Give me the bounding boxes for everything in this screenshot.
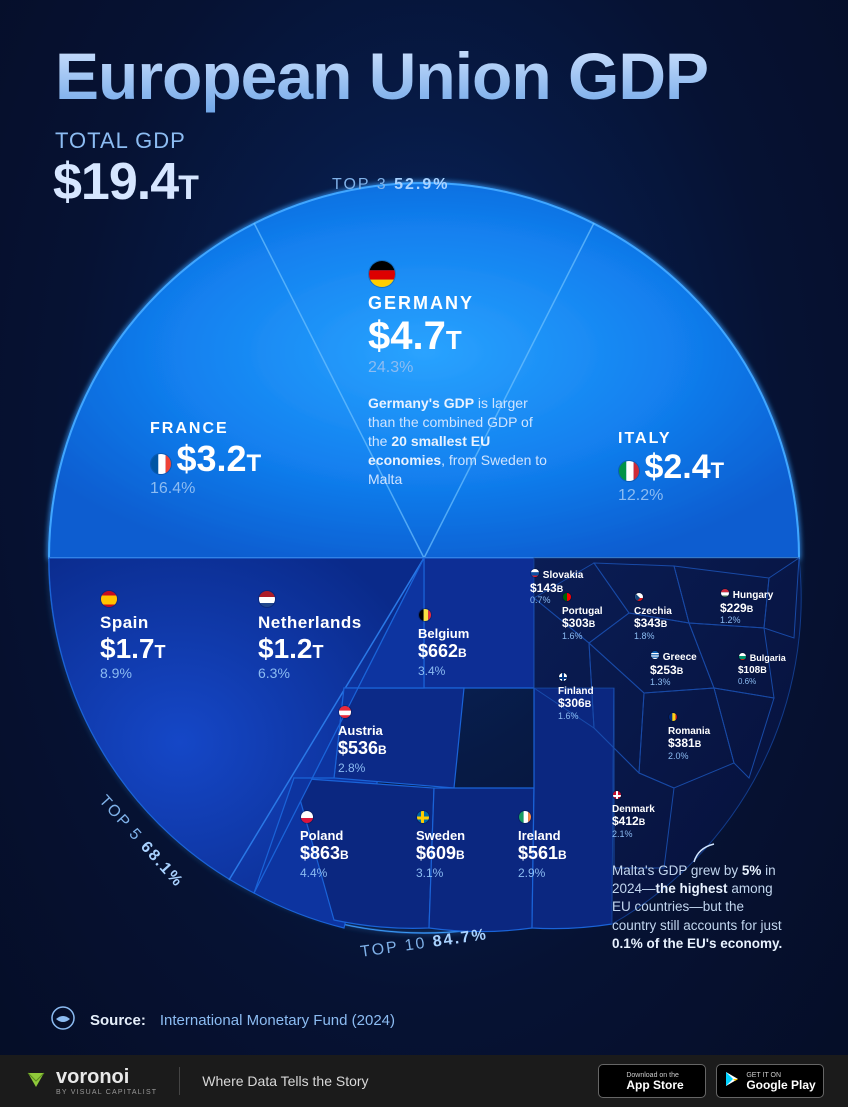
germany-note: Germany's GDP is larger than the combine…: [368, 394, 548, 488]
total-gdp-label: TOTAL GDP: [55, 128, 186, 154]
segment-france: FRANCE $3.2T 16.4%: [150, 420, 261, 498]
segment-hungary: Hungary $229B 1.2%: [720, 588, 773, 627]
malta-note: Malta's GDP grew by 5% in 2024—the highe…: [612, 862, 787, 953]
segment-ireland: Ireland $561B 2.9%: [518, 810, 567, 880]
flag-netherlands-icon: [258, 590, 276, 608]
segment-spain: Spain $1.7T 8.9%: [100, 590, 166, 683]
flag-greece-icon: [650, 650, 660, 660]
segment-italy: ITALY $2.4T 12.2%: [618, 430, 724, 505]
segment-sweden: Sweden $609B 3.1%: [416, 810, 465, 880]
arc-top3-label: TOP 3 52.9%: [332, 176, 449, 194]
segment-austria: Austria $536B 2.8%: [338, 705, 387, 775]
flag-spain-icon: [100, 590, 118, 608]
segment-belgium: Belgium $662B 3.4%: [418, 608, 469, 678]
footer-tagline: Where Data Tells the Story: [202, 1073, 368, 1089]
brand-block: voronoi BY VISUAL CAPITALIST: [24, 1066, 157, 1096]
flag-poland-icon: [300, 810, 314, 824]
footer-divider: [179, 1067, 180, 1095]
callout-arrow-icon: [690, 842, 720, 866]
page-title: European Union GDP: [55, 38, 708, 114]
segment-finland: Finland $306B 1.6%: [558, 672, 594, 722]
flag-romania-icon: [668, 712, 678, 722]
segment-bulgaria: Bulgaria $108B 0.6%: [738, 652, 786, 688]
flag-hungary-icon: [720, 588, 730, 598]
flag-sweden-icon: [416, 810, 430, 824]
flag-czechia-icon: [634, 592, 644, 602]
segment-greece: Greece $253B 1.3%: [650, 650, 697, 689]
flag-germany-icon: [368, 260, 396, 288]
flag-slovakia-icon: [530, 568, 540, 578]
segment-netherlands: Netherlands $1.2T 6.3%: [258, 590, 362, 683]
segment-romania: Romania $381B 2.0%: [668, 712, 710, 762]
flag-austria-icon: [338, 705, 352, 719]
flag-finland-icon: [558, 672, 568, 682]
flag-bulgaria-icon: [738, 652, 747, 661]
flag-belgium-icon: [418, 608, 432, 622]
flag-portugal-icon: [562, 592, 572, 602]
segment-denmark: Denmark $412B 2.1%: [612, 790, 655, 840]
segment-germany: GERMANY $4.7T 24.3%: [368, 260, 474, 377]
source-logo-icon: [50, 1005, 76, 1035]
app-store-badge[interactable]: Download on theApp Store: [598, 1064, 706, 1098]
google-play-badge[interactable]: GET IT ONGoogle Play: [716, 1064, 824, 1098]
brand-logo-icon: [24, 1067, 48, 1096]
segment-poland: Poland $863B 4.4%: [300, 810, 349, 880]
flag-france-icon: [150, 453, 172, 475]
source-row: Source: International Monetary Fund (202…: [50, 1005, 395, 1035]
footer-bar: voronoi BY VISUAL CAPITALIST Where Data …: [0, 1055, 848, 1107]
google-play-icon: [724, 1071, 740, 1092]
segment-portugal: Portugal $303B 1.6%: [562, 592, 603, 642]
flag-italy-icon: [618, 460, 640, 482]
flag-denmark-icon: [612, 790, 622, 800]
segment-czechia: Czechia $343B 1.8%: [634, 592, 672, 642]
flag-ireland-icon: [518, 810, 532, 824]
